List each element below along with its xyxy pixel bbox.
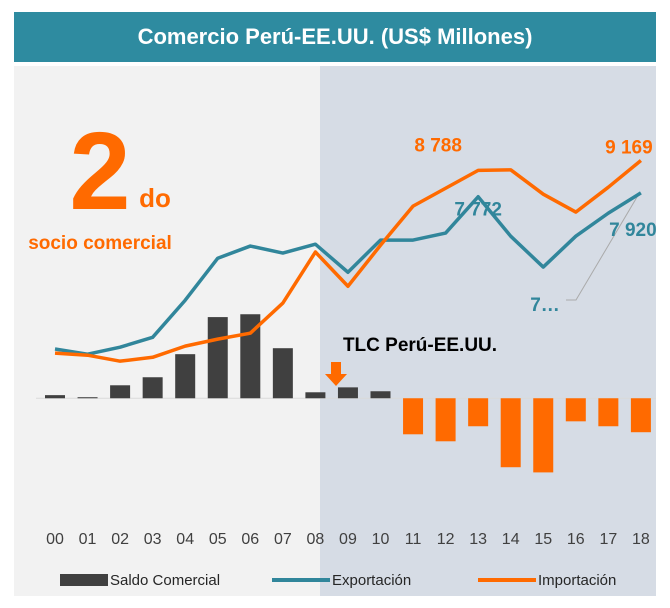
x-tick-label: 10 (372, 531, 390, 548)
bar (533, 398, 554, 473)
line (54, 159, 643, 363)
data-label: 7 772 (454, 200, 502, 221)
x-tick-label: 14 (502, 531, 520, 548)
x-tick-label: 08 (307, 531, 325, 548)
bar (337, 387, 358, 399)
x-tick-label: 11 (405, 531, 422, 548)
legend-label: Importación (538, 572, 616, 589)
bar (435, 398, 456, 442)
x-tick-label: 07 (274, 531, 292, 548)
tlc-label: TLC Perú-EE.UU. (343, 335, 497, 356)
x-tick-label: 03 (144, 531, 162, 548)
bar (468, 398, 489, 427)
bar (598, 398, 619, 427)
x-tick-label: 02 (111, 531, 129, 548)
post-tlc-panel (320, 66, 656, 596)
ordinal-suffix: do (139, 183, 171, 213)
x-tick-label: 05 (209, 531, 227, 548)
data-label: 8 788 (414, 135, 462, 156)
bar (45, 395, 65, 399)
bar (110, 385, 131, 399)
x-tick-label: 06 (241, 531, 259, 548)
bar (142, 377, 163, 399)
x-tick-label: 15 (534, 531, 552, 548)
leader-line (566, 191, 641, 301)
data-label: 7 920 (609, 220, 657, 241)
legend-label: Saldo Comercial (110, 572, 220, 589)
line (54, 191, 642, 356)
chart-title: Comercio Perú-EE.UU. (US$ Millones) (138, 24, 533, 49)
truncated-label: 7… (530, 295, 560, 316)
bar (630, 398, 651, 433)
bar (305, 392, 326, 399)
x-tick-label: 12 (437, 531, 455, 548)
legend-label: Exportación (332, 572, 411, 589)
bar (272, 348, 293, 399)
bar (403, 398, 424, 435)
header (14, 12, 656, 62)
bar (500, 398, 521, 468)
subtitle: socio comercial (28, 233, 172, 254)
x-tick-label: 04 (176, 531, 194, 548)
bar (565, 398, 586, 422)
legend-swatch (60, 574, 108, 586)
tlc-arrow (325, 362, 347, 386)
x-tick-label: 16 (567, 531, 585, 548)
bar (77, 397, 98, 399)
x-tick-label: 01 (79, 531, 97, 548)
bar (207, 317, 228, 399)
bar (175, 354, 196, 399)
bar (370, 391, 391, 399)
x-tick-label: 00 (46, 531, 64, 548)
data-label: 9 169 (605, 138, 653, 159)
x-tick-label: 17 (599, 531, 617, 548)
x-tick-label: 18 (632, 531, 650, 548)
pre-tlc-panel (14, 66, 320, 596)
x-tick-label: 13 (469, 531, 487, 548)
big-number: 2 (69, 110, 130, 233)
x-tick-label: 09 (339, 531, 357, 548)
